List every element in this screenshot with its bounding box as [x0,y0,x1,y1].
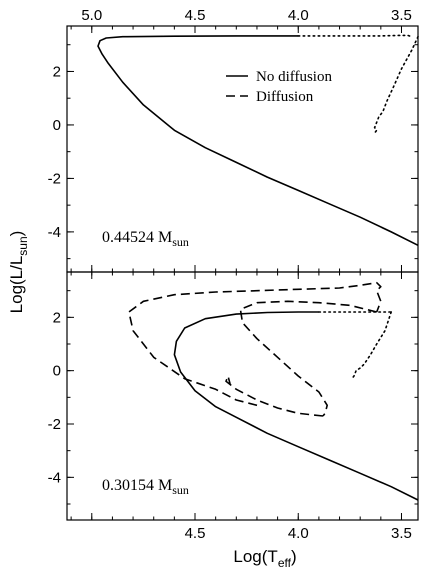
series-line-dashed [239,300,377,417]
y-tick-label: -2 [48,416,61,433]
panel-top: 2 0 -2 -4 5.0 4.5 4.0 3.5 0.44524 Msun No diffusi… [48,7,419,273]
y-tick-label: 0 [53,117,61,134]
mass-annotation-sub: sun [172,483,189,497]
series-line-dashed [225,375,324,417]
x-axis-label: Log(Teff) [233,547,296,570]
mass-annotation-value: 0.30154 M [102,477,172,494]
panel-bottom: 2 0 -2 -4 4.5 4.0 3.5 0.30154 Msun [48,271,419,542]
series-line-dotted [373,35,419,134]
legend-label: Diffusion [256,89,314,105]
y-axis-label: Log(L/Lsun) [7,231,30,314]
mass-annotation: 0.44524 Msun [102,229,189,249]
y-tick-label: -4 [48,469,61,486]
legend-label: No diffusion [256,69,332,85]
y-tick-label: 0 [53,363,61,380]
series-line-dotted [351,311,392,380]
x-tick-label-bottom: 3.5 [391,525,412,542]
y-tick-label: 2 [53,63,61,80]
series-line-solid [97,35,419,247]
x-tick-label-top: 4.0 [288,7,309,24]
x-tick-label-top: 4.5 [185,7,206,24]
panel-frame [66,271,419,521]
y-tick-label: 2 [53,309,61,326]
x-tick-label-bottom: 4.5 [185,525,206,542]
x-axis-label-main: Log(T [233,547,277,566]
mass-annotation: 0.30154 Msun [102,477,189,497]
y-tick-label: -4 [48,224,61,241]
x-axis-label-close: ) [291,547,297,566]
x-tick-label-top: 3.5 [391,7,412,24]
x-axis-label-sub: eff [278,556,292,570]
y-axis-label-sub: sun [16,236,30,255]
mass-annotation-sub: sun [172,235,189,249]
x-tick-label-top: 5.0 [81,7,102,24]
mass-annotation-value: 0.44524 M [102,229,172,246]
y-axis-label-main: Log(L/L [7,256,26,314]
y-axis-label-close: ) [7,231,26,237]
y-tick-label: -2 [48,170,61,187]
series-line-solid [173,311,419,501]
x-tick-label-bottom: 4.0 [288,525,309,542]
series-line-dotted [297,34,413,38]
series-line-dashed [128,281,382,407]
